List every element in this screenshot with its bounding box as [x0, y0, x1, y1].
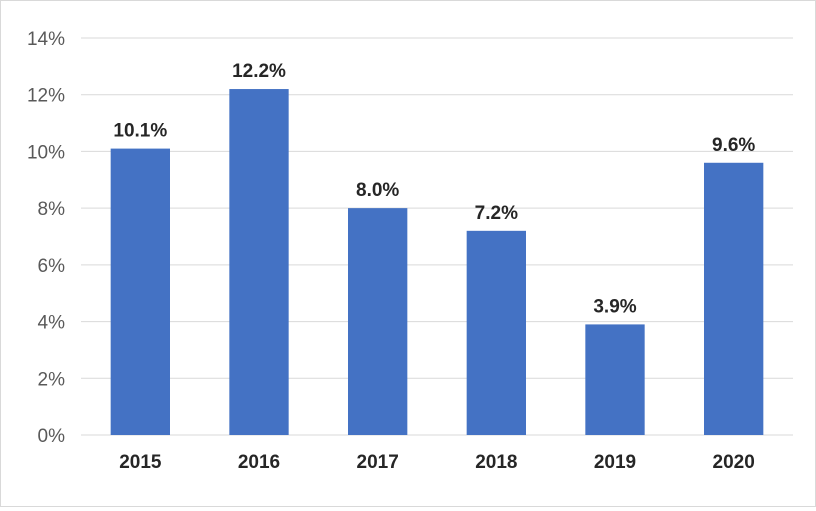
bar-2016	[229, 89, 289, 436]
data-labels: 10.1% 12.2% 8.0% 7.2% 3.9% 9.6%	[113, 61, 755, 317]
bar-2015	[110, 148, 170, 436]
y-axis-ticks: 0% 2% 4% 6% 8% 10% 12% 14%	[27, 29, 65, 447]
data-label-2019: 3.9%	[593, 296, 636, 317]
y-tick-label: 4%	[38, 313, 66, 334]
y-tick-label: 8%	[38, 199, 66, 220]
x-axis-ticks: 2015 2016 2017 2018 2019 2020	[119, 452, 755, 473]
y-tick-label: 2%	[38, 369, 66, 390]
bar-2018	[466, 230, 526, 435]
data-label-2015: 10.1%	[113, 121, 167, 142]
x-tick-label-2018: 2018	[475, 452, 517, 473]
y-tick-label: 14%	[27, 29, 65, 50]
gridlines	[81, 37, 793, 436]
y-tick-label: 12%	[27, 86, 65, 107]
bar-2020	[704, 162, 764, 435]
data-label-2016: 12.2%	[232, 61, 286, 82]
x-tick-label-2017: 2017	[357, 452, 399, 473]
data-label-2017: 8.0%	[356, 180, 399, 201]
x-tick-label-2019: 2019	[594, 452, 636, 473]
bar-2019	[585, 324, 645, 435]
data-label-2020: 9.6%	[712, 135, 755, 156]
y-tick-label: 0%	[38, 426, 66, 447]
x-tick-label-2016: 2016	[238, 452, 280, 473]
x-tick-label-2020: 2020	[713, 452, 755, 473]
x-tick-label-2015: 2015	[119, 452, 162, 473]
y-tick-label: 10%	[27, 142, 65, 163]
y-tick-label: 6%	[38, 256, 66, 277]
data-label-2018: 7.2%	[475, 203, 518, 224]
bars	[110, 89, 764, 436]
bar-2017	[348, 208, 408, 435]
